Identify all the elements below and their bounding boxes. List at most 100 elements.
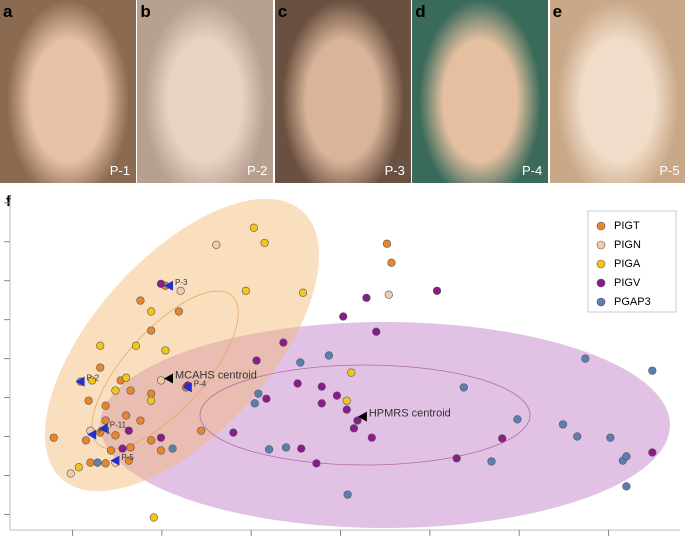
patient-label: P-1 bbox=[109, 163, 130, 178]
point bbox=[252, 356, 261, 365]
panel-label: f bbox=[6, 193, 12, 210]
point bbox=[293, 379, 302, 388]
legend-label: PIGN bbox=[614, 239, 641, 251]
legend-label: PGAP3 bbox=[614, 296, 651, 308]
chart: f MCAHS centroid HPMRS centroid P-3 P-2 P-4 P… bbox=[4, 193, 680, 536]
point bbox=[176, 286, 185, 295]
point bbox=[387, 258, 396, 267]
point bbox=[250, 399, 259, 408]
point bbox=[168, 444, 177, 453]
patient-label: P-2 bbox=[247, 163, 268, 178]
point bbox=[81, 436, 91, 445]
point bbox=[101, 459, 110, 468]
point bbox=[332, 391, 342, 400]
point bbox=[648, 366, 657, 375]
point bbox=[49, 433, 58, 442]
point bbox=[367, 433, 376, 442]
point bbox=[254, 389, 263, 398]
hpmrs-inner-ellipse bbox=[199, 364, 531, 466]
point bbox=[362, 293, 371, 302]
point bbox=[101, 416, 110, 425]
point bbox=[156, 446, 166, 455]
legend-label: PIGV bbox=[614, 277, 641, 289]
annotation-label: P-5 bbox=[121, 453, 134, 462]
legend-swatch bbox=[596, 221, 606, 231]
point bbox=[118, 444, 127, 453]
point bbox=[342, 396, 351, 405]
annotation-label: P-2 bbox=[87, 374, 100, 383]
point bbox=[74, 463, 83, 472]
annotation-marker bbox=[182, 382, 192, 393]
point bbox=[622, 482, 631, 491]
point bbox=[124, 426, 133, 435]
point bbox=[131, 341, 141, 350]
annotation-label: P-11 bbox=[110, 420, 127, 429]
point bbox=[88, 376, 97, 385]
point bbox=[622, 452, 631, 461]
point bbox=[264, 445, 274, 454]
point bbox=[513, 415, 522, 424]
point bbox=[581, 354, 590, 363]
panel-label: e bbox=[552, 2, 563, 21]
annotation-label: P-1 bbox=[98, 427, 111, 436]
point bbox=[260, 238, 269, 248]
annotation-marker bbox=[98, 423, 108, 434]
point bbox=[241, 286, 250, 295]
annotation-marker bbox=[87, 429, 97, 440]
point bbox=[84, 396, 93, 405]
marks: MCAHS centroid HPMRS centroid P-3 P-2 P-4 P-1… bbox=[49, 223, 657, 522]
point bbox=[106, 446, 116, 455]
point bbox=[147, 307, 156, 316]
point bbox=[382, 239, 392, 248]
point bbox=[312, 459, 321, 468]
point bbox=[101, 401, 110, 410]
photo: b P-2 bbox=[137, 0, 274, 183]
annotation-marker bbox=[75, 376, 85, 387]
point bbox=[96, 341, 105, 350]
panel-label: c bbox=[277, 2, 288, 21]
annotation-label: MCAHS centroid bbox=[175, 369, 257, 381]
point bbox=[432, 286, 442, 295]
panel-label: a bbox=[3, 2, 13, 21]
point bbox=[343, 490, 352, 499]
point bbox=[174, 307, 183, 316]
legend-swatch bbox=[596, 259, 606, 269]
point bbox=[149, 513, 158, 522]
photo: e P-5 bbox=[549, 0, 685, 183]
legend-swatch bbox=[596, 278, 606, 288]
point bbox=[126, 443, 135, 452]
point bbox=[459, 383, 468, 392]
point bbox=[296, 358, 305, 367]
patient-label: P-4 bbox=[521, 163, 543, 178]
annotation-marker bbox=[164, 373, 174, 384]
point bbox=[648, 448, 657, 457]
annotation-marker bbox=[110, 455, 120, 466]
point bbox=[324, 351, 334, 360]
photo: c P-3 bbox=[274, 0, 411, 183]
point bbox=[93, 458, 102, 467]
point bbox=[281, 443, 291, 452]
annotation-marker bbox=[357, 411, 367, 422]
point bbox=[339, 312, 348, 321]
point bbox=[156, 433, 166, 442]
point bbox=[197, 426, 206, 435]
point bbox=[122, 373, 131, 382]
point bbox=[86, 458, 95, 467]
point bbox=[147, 436, 156, 445]
point bbox=[147, 389, 156, 398]
photo: a P-1 bbox=[0, 0, 136, 183]
mcahs-ellipse bbox=[44, 198, 320, 492]
point bbox=[279, 338, 288, 347]
point bbox=[136, 416, 145, 425]
point bbox=[372, 327, 381, 336]
point bbox=[606, 433, 615, 442]
panel-label: b bbox=[140, 2, 151, 21]
point bbox=[298, 288, 308, 297]
point bbox=[452, 454, 461, 463]
point bbox=[262, 394, 271, 403]
annotation-label: HPMRS centroid bbox=[369, 408, 451, 420]
photo: d P-4 bbox=[412, 0, 549, 183]
annotation-label: P-4 bbox=[194, 380, 207, 389]
photo-row: a P-1 b P-2 c P-3 d P-4 e P-5 bbox=[0, 0, 685, 183]
